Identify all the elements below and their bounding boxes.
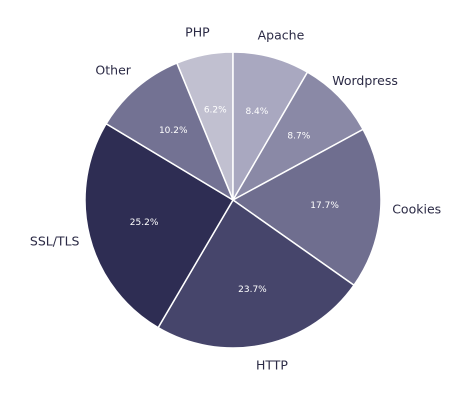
category-label: PHP [185,25,210,40]
value-label: 25.2% [130,218,159,228]
pie-slice [84,122,235,329]
pie-slice [105,62,235,202]
pie-slice [157,198,356,349]
category-label: Cookies [392,201,441,216]
category-label: SSL/TLS [30,233,80,248]
category-label: Apache [258,27,305,42]
category-label: HTTP [256,358,288,373]
value-label: 10.2% [159,126,188,136]
value-label: 6.2% [204,105,227,115]
value-label: 8.7% [287,132,310,142]
value-label: 17.7% [310,201,339,211]
category-label: Other [95,62,131,77]
pie-slice [231,128,382,287]
value-label: 8.4% [245,107,268,117]
value-label: 23.7% [238,285,267,295]
category-label: Wordpress [332,73,398,88]
